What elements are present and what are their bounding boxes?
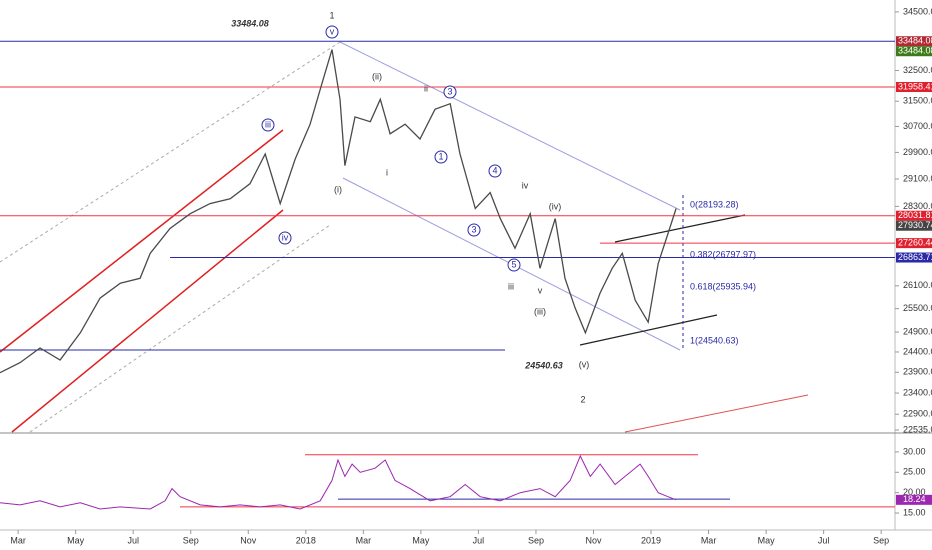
wave-circle bbox=[278, 231, 292, 245]
fib-label: 0.618(25935.94) bbox=[690, 281, 756, 291]
y-tick-label: 32500.00 bbox=[903, 65, 932, 75]
price-tag-label: 33484.08 bbox=[898, 46, 932, 56]
price-tag-label: 27930.74 bbox=[898, 220, 932, 230]
wave-label: v bbox=[330, 26, 335, 36]
price-tag-label: 33484.08 bbox=[898, 36, 932, 46]
x-tick-label: May bbox=[758, 535, 776, 545]
trend-line bbox=[579, 314, 718, 346]
x-tick-label: Jul bbox=[473, 535, 485, 545]
x-tick-label: Jul bbox=[818, 535, 830, 545]
price-tag bbox=[896, 210, 932, 221]
channel-line bbox=[11, 209, 284, 433]
channel-line bbox=[339, 41, 681, 211]
x-tick-label: Nov bbox=[585, 535, 602, 545]
wave-label: iv bbox=[282, 232, 289, 242]
x-tick-label: Jul bbox=[127, 535, 139, 545]
wave-circle bbox=[261, 118, 275, 132]
x-tick-label: May bbox=[412, 535, 430, 545]
y-tick-label: 34500.00 bbox=[903, 6, 932, 16]
wave-label: (iv) bbox=[549, 201, 562, 211]
trend-line bbox=[624, 394, 809, 433]
rsi-tag bbox=[896, 494, 932, 505]
y-tick-label: 25500.00 bbox=[903, 303, 932, 313]
wave-circle bbox=[434, 150, 448, 164]
y-tick-label: 24400.00 bbox=[903, 346, 932, 356]
price-tag bbox=[896, 238, 932, 249]
x-tick-label: Mar bbox=[10, 535, 26, 545]
channel-line bbox=[29, 224, 331, 433]
wave-label: i bbox=[386, 167, 388, 177]
wave-circle bbox=[467, 223, 481, 237]
price-note: 33484.08 bbox=[231, 18, 269, 28]
y-tick-label: 30700.00 bbox=[903, 121, 932, 131]
x-tick-label: Sep bbox=[183, 535, 199, 545]
wave-circle bbox=[488, 164, 502, 178]
fib-label: 0(28193.28) bbox=[690, 199, 739, 209]
trend-line bbox=[614, 214, 746, 243]
x-tick-label: Nov bbox=[240, 535, 257, 545]
price-tag-label: 26863.71 bbox=[898, 252, 932, 262]
x-tick-label: Mar bbox=[356, 535, 372, 545]
x-tick-label: 2019 bbox=[641, 535, 661, 545]
price-tag-label: 27260.44 bbox=[898, 238, 932, 248]
wave-label: (v) bbox=[579, 359, 590, 369]
y-tick-label: 31500.00 bbox=[903, 96, 932, 106]
x-tick-label: Sep bbox=[873, 535, 889, 545]
price-tag-label: 31958.41 bbox=[898, 81, 932, 91]
wave-label: 5 bbox=[511, 259, 516, 269]
channel-line bbox=[0, 129, 284, 353]
channel-line bbox=[0, 41, 341, 263]
rsi-tag-label: 18.24 bbox=[903, 494, 926, 504]
price-tag bbox=[896, 46, 932, 57]
y-tick-label: 15.00 bbox=[903, 507, 926, 517]
x-tick-label: 2018 bbox=[296, 535, 316, 545]
wave-label: (iii) bbox=[534, 306, 546, 316]
y-tick-label: 23900.00 bbox=[903, 367, 932, 377]
y-tick-label: 30.00 bbox=[903, 446, 926, 456]
rsi-line bbox=[0, 454, 677, 510]
price-tag-label: 28031.81 bbox=[898, 210, 932, 220]
wave-label: (i) bbox=[334, 184, 342, 194]
x-tick-label: Mar bbox=[701, 535, 717, 545]
y-tick-label: 20.00 bbox=[903, 487, 926, 497]
price-tag bbox=[896, 252, 932, 263]
wave-label: v bbox=[538, 285, 543, 295]
price-tag bbox=[896, 36, 932, 47]
price-tag bbox=[896, 220, 932, 231]
y-tick-label: 29900.00 bbox=[903, 147, 932, 157]
y-tick-label: 23400.00 bbox=[903, 387, 932, 397]
wave-label: iv bbox=[522, 180, 529, 190]
wave-label: ii bbox=[424, 83, 428, 93]
wave-circle bbox=[325, 25, 339, 39]
wave-label: iii bbox=[508, 281, 514, 291]
wave-label: iii bbox=[265, 119, 271, 129]
wave-label: 1 bbox=[329, 10, 334, 20]
x-tick-label: Sep bbox=[528, 535, 544, 545]
price-line bbox=[0, 49, 677, 374]
fib-label: 1(24540.63) bbox=[690, 335, 739, 345]
wave-label: 2 bbox=[580, 394, 585, 404]
price-note: 24540.63 bbox=[524, 360, 563, 370]
y-tick-label: 22535.00 bbox=[903, 424, 932, 434]
price-tag bbox=[896, 82, 932, 93]
wave-circle bbox=[507, 258, 521, 272]
fib-label: 0.382(26797.97) bbox=[690, 249, 756, 259]
y-tick-label: 25.00 bbox=[903, 467, 926, 477]
wave-label: 4 bbox=[492, 165, 497, 175]
wave-label: 1 bbox=[438, 151, 443, 161]
wave-label: 3 bbox=[471, 224, 476, 234]
y-tick-label: 26100.00 bbox=[903, 280, 932, 290]
wave-circle bbox=[443, 85, 457, 99]
y-tick-label: 29100.00 bbox=[903, 173, 932, 183]
wave-label: 3 bbox=[447, 86, 452, 96]
y-tick-label: 28300.00 bbox=[903, 201, 932, 211]
y-tick-label: 22900.00 bbox=[903, 409, 932, 419]
wave-label: (ii) bbox=[372, 71, 382, 81]
x-tick-label: May bbox=[67, 535, 85, 545]
y-tick-label: 24900.00 bbox=[903, 326, 932, 336]
